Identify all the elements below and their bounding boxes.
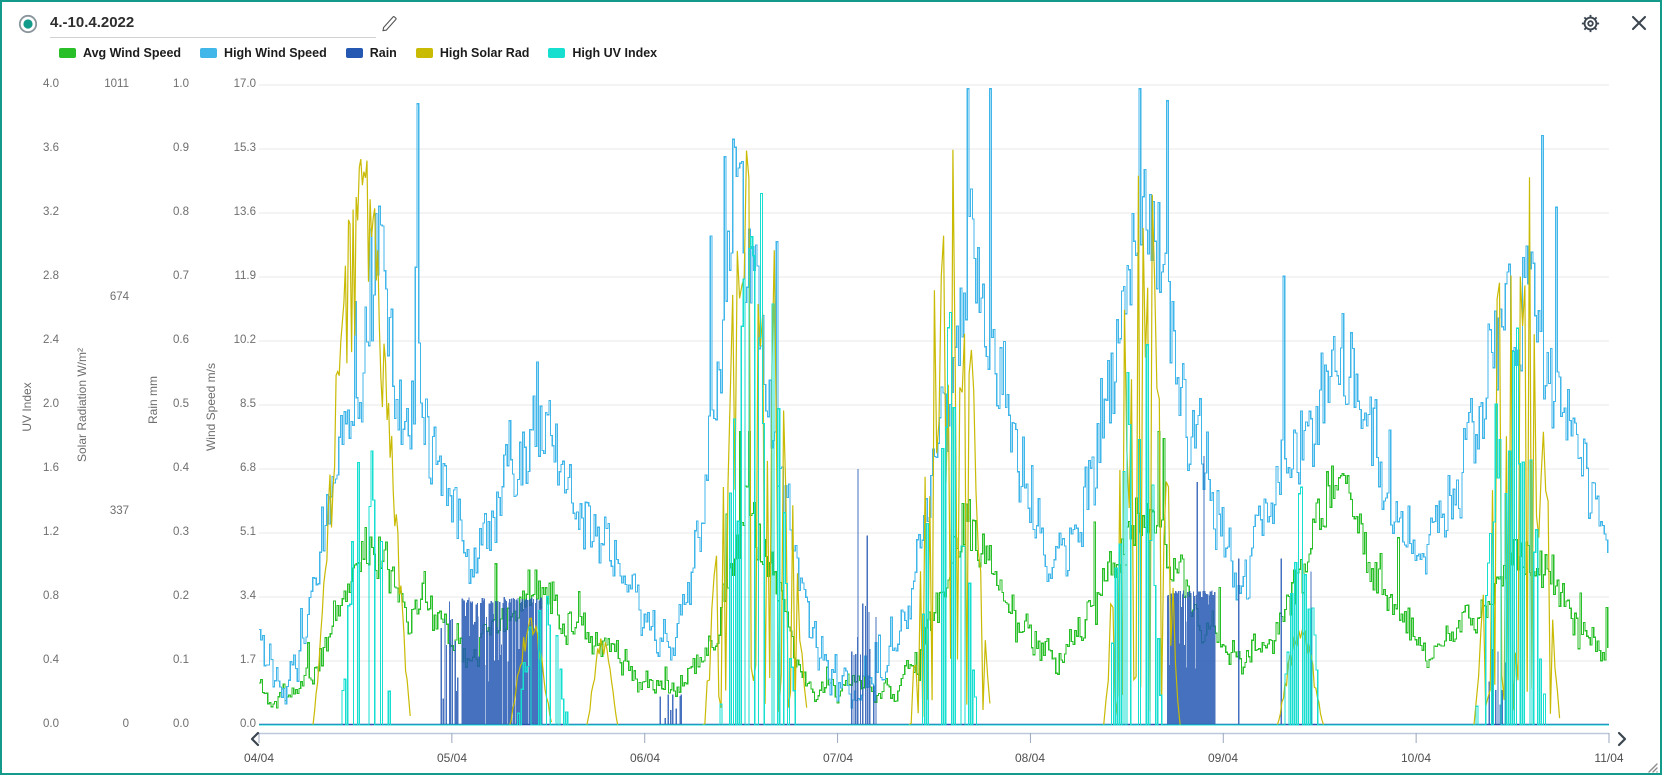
rain-tick-label: 1.0 bbox=[173, 78, 189, 90]
legend-label: Avg Wind Speed bbox=[83, 46, 182, 60]
date-label-09-04: 09/04 bbox=[1207, 751, 1239, 765]
legend-label: Rain bbox=[369, 46, 397, 60]
uv-tick-label: 2.8 bbox=[43, 270, 59, 282]
rain-tick-label: 0.5 bbox=[173, 398, 189, 410]
wind-tick-label: 11.9 bbox=[234, 270, 256, 282]
rain-tick-label: 0.1 bbox=[173, 654, 189, 666]
legend-label: High Solar Rad bbox=[439, 46, 530, 60]
chart-legend: Avg Wind Speed High Wind Speed Rain High… bbox=[59, 46, 657, 60]
close-icon[interactable] bbox=[1630, 14, 1648, 32]
date-label-05-04: 05/04 bbox=[436, 751, 468, 765]
rain-tick-label: 0.3 bbox=[173, 526, 189, 538]
date-label-07-04: 07/04 bbox=[822, 751, 854, 765]
legend-item-avg-wind-speed[interactable]: Avg Wind Speed bbox=[59, 46, 181, 60]
wind-tick-label: 6.8 bbox=[240, 462, 256, 474]
legend-item-high-uv-index[interactable]: High UV Index bbox=[548, 46, 657, 60]
uv-tick-label: 2.0 bbox=[43, 398, 59, 410]
solar-tick-label: 0 bbox=[122, 718, 129, 730]
high-solar-rad-swatch-icon bbox=[415, 48, 433, 58]
uv-tick-label: 1.2 bbox=[43, 526, 59, 538]
uv-tick-label: 3.6 bbox=[43, 142, 59, 154]
date-label-11-04: 11/04 bbox=[1594, 751, 1624, 765]
wind-tick-label: 5.1 bbox=[240, 526, 256, 538]
uv-tick-label: 0.8 bbox=[43, 590, 59, 602]
rain-tick-label: 0.8 bbox=[173, 206, 189, 218]
rain-tick-label: 0.4 bbox=[173, 462, 189, 474]
series-high-wind-speed bbox=[259, 88, 1609, 709]
wind-tick-label: 10.2 bbox=[233, 334, 256, 346]
uv-tick-label: 0.0 bbox=[43, 718, 59, 730]
date-label-08-04: 08/04 bbox=[1014, 751, 1046, 765]
legend-item-high-solar-rad[interactable]: High Solar Rad bbox=[415, 46, 530, 60]
wind-tick-label: 15.3 bbox=[233, 142, 256, 154]
solar-tick-label: 674 bbox=[109, 291, 129, 304]
date-label-04-04: 04/04 bbox=[243, 751, 275, 765]
date-label-06-04: 06/04 bbox=[629, 751, 661, 765]
high-wind-speed-swatch-icon bbox=[200, 48, 218, 58]
edit-pencil-icon[interactable] bbox=[381, 15, 398, 32]
uv-tick-label: 3.2 bbox=[43, 206, 59, 218]
settings-gear-icon[interactable] bbox=[1579, 12, 1602, 35]
legend-label: High Wind Speed bbox=[224, 46, 327, 60]
rain-tick-label: 0.7 bbox=[173, 270, 189, 282]
legend-item-high-wind-speed[interactable]: High Wind Speed bbox=[200, 46, 327, 60]
scroll-left-chevron-icon[interactable] bbox=[248, 731, 262, 747]
wind-tick-label: 8.5 bbox=[240, 398, 256, 410]
wind-tick-label: 13.6 bbox=[233, 206, 256, 218]
radio-selected-icon[interactable] bbox=[18, 14, 38, 34]
uv-tick-label: 2.4 bbox=[43, 334, 59, 346]
date-range-input[interactable] bbox=[50, 10, 376, 38]
high-uv-index-swatch-icon bbox=[548, 48, 566, 58]
rain-tick-label: 0.0 bbox=[173, 718, 189, 730]
rain-tick-label: 0.9 bbox=[173, 142, 189, 154]
solar-tick-label: 1011 bbox=[104, 78, 129, 90]
timeline-scrollbar[interactable] bbox=[258, 732, 1610, 743]
uv-tick-label: 1.6 bbox=[43, 462, 59, 474]
wind-tick-label: 1.7 bbox=[240, 654, 256, 666]
rain-swatch-icon bbox=[345, 48, 363, 58]
scroll-right-chevron-icon[interactable] bbox=[1615, 731, 1629, 747]
avg-wind-speed-swatch-icon bbox=[59, 48, 76, 58]
rain-tick-label: 0.2 bbox=[173, 590, 189, 602]
uv-tick-label: 0.4 bbox=[43, 654, 59, 666]
wind-tick-label: 0.0 bbox=[240, 718, 256, 730]
series-high-uv-index bbox=[259, 192, 1609, 726]
legend-label: High UV Index bbox=[572, 46, 658, 60]
rain-tick-label: 0.6 bbox=[173, 334, 189, 346]
solar-tick-label: 337 bbox=[109, 504, 129, 517]
resize-handle[interactable] bbox=[1644, 759, 1659, 773]
wind-tick-label: 17.0 bbox=[233, 78, 256, 90]
uv-tick-label: 4.0 bbox=[43, 78, 59, 90]
legend-item-rain[interactable]: Rain bbox=[345, 46, 397, 60]
series-rain bbox=[259, 456, 1609, 726]
date-label-10-04: 10/04 bbox=[1400, 751, 1432, 765]
wind-tick-label: 3.4 bbox=[240, 590, 256, 602]
